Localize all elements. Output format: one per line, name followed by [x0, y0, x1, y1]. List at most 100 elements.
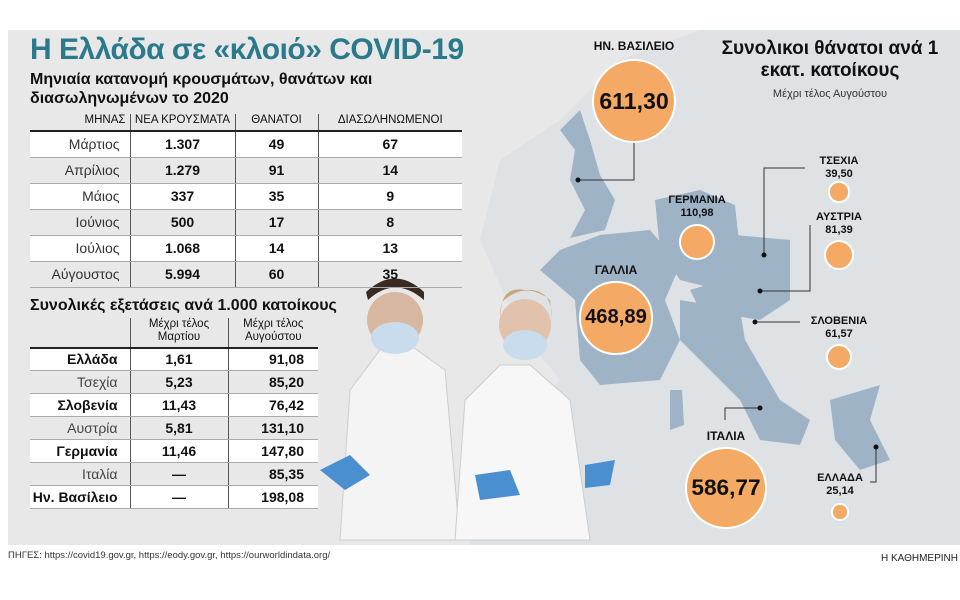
cell: 49 [234, 131, 318, 158]
map-title: Συνολικοι θάνατοι ανά 1 εκατ. κατοίκους [721, 38, 939, 81]
table-row: Ιταλία —85,35 [30, 462, 318, 486]
cell: 85,35 [227, 462, 318, 486]
country: Ιταλία [30, 462, 130, 486]
country-value: 61,57 [825, 328, 853, 340]
land-sardinia [670, 390, 684, 430]
country-label: ΑΥΣΤΡΙΑ 81,39 [784, 211, 894, 237]
country-value: 39,50 [825, 168, 853, 180]
country-value: 25,14 [826, 485, 854, 497]
country-name: ΗΝ. ΒΑΣΙΛΕΙΟ [593, 39, 675, 53]
table-row: Μάρτιος 1.307 49 67 [30, 131, 462, 158]
tests-table: Μέχρι τέλος Μαρτίου Μέχρι τέλος Αυγούστο… [30, 317, 318, 509]
month: Ιούνιος [30, 209, 130, 236]
cell: 60 [234, 261, 318, 288]
cell: 1.068 [129, 235, 235, 262]
cell: 147,80 [227, 439, 318, 463]
month: Απρίλιος [30, 157, 130, 184]
land-italy [680, 300, 810, 445]
table-row: Απρίλιος 1.279 91 14 [30, 157, 462, 184]
month: Ιούλιος [30, 235, 130, 262]
country-name: ΤΣΕΧΙΑ [819, 155, 859, 167]
bubble-5 [823, 239, 855, 271]
page-title: Η Ελλάδα σε «κλοιό» COVID-19 [30, 33, 464, 66]
country-name: ΑΥΣΤΡΙΑ [816, 211, 862, 223]
col-header: ΘΑΝΑΤΟΙ [234, 114, 318, 131]
country: Γερμανία [30, 439, 130, 463]
location-dots [575, 177, 879, 450]
country-name: ΙΤΑΛΙΑ [706, 429, 746, 443]
leader-lines [578, 143, 877, 483]
col-header: ΔΙΑΣΩΛΗΝΩΜΕΝΟΙ [317, 114, 462, 131]
cell: 5.994 [129, 261, 235, 288]
cell: 14 [317, 157, 462, 184]
table-row: Ελλάδα 1,61 91,08 [30, 347, 318, 371]
bubble-7 [831, 503, 849, 521]
table-row: Ιούνιος 500 17 8 [30, 209, 462, 236]
cell: 9 [317, 183, 462, 210]
cell: 91,08 [227, 347, 318, 371]
cell: 131,10 [227, 416, 318, 440]
col-header [30, 318, 130, 348]
sources: ΠΗΓΕΣ: https://covid19.gov.gr, https://e… [8, 550, 331, 561]
month: Αύγουστος [30, 261, 130, 288]
cell: 76,42 [227, 393, 318, 417]
col-header: ΝΕΑ ΚΡΟΥΣΜΑΤΑ [129, 114, 235, 131]
country-name: ΣΛΟΒΕΝΙΑ [810, 315, 868, 327]
cell: 11,46 [129, 439, 228, 463]
bubble-3: 586,77 [684, 446, 768, 530]
col-header: ΜΗΝΑΣ [84, 114, 126, 126]
cell: 5,81 [129, 416, 228, 440]
table-row: Ην. Βασίλειο —198,08 [30, 485, 318, 509]
cell: 8 [317, 209, 462, 236]
cell: 198,08 [227, 485, 318, 509]
cell: 1.307 [129, 131, 235, 158]
cell: 1.279 [129, 157, 235, 184]
brand-logo: Η ΚΑΘΗΜΕΡΙΝΗ [880, 553, 958, 564]
cell: 35 [317, 261, 462, 288]
table-row: Γερμανία 11,46 147,80 [30, 439, 318, 463]
page-subtitle: Μηνιαία κατανομή κρουσμάτων, θανάτων και… [30, 71, 373, 107]
cell: 1,61 [129, 347, 228, 371]
cell: 91 [234, 157, 318, 184]
country: Σλοβενία [30, 393, 130, 417]
table-row: Ιούλιος 1.068 14 13 [30, 235, 462, 262]
country: Ην. Βασίλειο [30, 485, 130, 509]
cell: — [129, 485, 228, 509]
country-label: ΙΤΑΛΙΑ [671, 430, 781, 443]
country-name: ΕΛΛΑΔΑ [817, 472, 863, 484]
country: Ελλάδα [30, 347, 130, 371]
cell: 5,23 [129, 370, 228, 394]
country: Αυστρία [30, 416, 130, 440]
country-label: ΗΝ. ΒΑΣΙΛΕΙΟ [579, 40, 689, 53]
table-row: Μάιος 337 35 9 [30, 183, 462, 210]
map-header: Συνολικοι θάνατοι ανά 1 εκατ. κατοίκους … [700, 38, 960, 100]
bubble-1 [679, 224, 715, 260]
table-row: Αύγουστος 5.994 60 35 [30, 261, 462, 288]
country-value: 81,39 [825, 224, 853, 236]
cell: 11,43 [129, 393, 228, 417]
bubble-6 [825, 343, 853, 371]
cell: 85,20 [227, 370, 318, 394]
country-name: ΓΑΛΛΙΑ [594, 263, 638, 277]
cell: 337 [129, 183, 235, 210]
cell: 67 [317, 131, 462, 158]
cell: 17 [234, 209, 318, 236]
cell: 500 [129, 209, 235, 236]
health-workers-illustration [320, 278, 615, 541]
bubble-0: 611,30 [592, 59, 676, 143]
country: Τσεχία [30, 370, 130, 394]
country-label: ΕΛΛΑΔΑ 25,14 [785, 472, 895, 498]
col-header: Μέχρι τέλος Αυγούστου [227, 317, 318, 348]
monthly-table: ΜΗΝΑΣ ΝΕΑ ΚΡΟΥΣΜΑΤΑ ΘΑΝΑΤΟΙ ΔΙΑΣΩΛΗΝΩΜΕΝ… [30, 114, 462, 288]
col-header: Μέχρι τέλος Μαρτίου [129, 317, 228, 348]
cell: 35 [234, 183, 318, 210]
table-row: Τσεχία 5,23 85,20 [30, 370, 318, 394]
country-label: ΤΣΕΧΙΑ 39,50 [784, 155, 894, 181]
bubble-2: 468,89 [579, 281, 653, 355]
month: Μάρτιος [30, 131, 130, 158]
left-column: Η Ελλάδα σε «κλοιό» COVID-19 Μηνιαία κατ… [30, 32, 470, 509]
country-label: ΓΕΡΜΑΝΙΑ 110,98 [642, 194, 752, 220]
cell: 14 [234, 235, 318, 262]
map-subtitle: Μέχρι τέλος Αυγούστου [772, 88, 888, 100]
